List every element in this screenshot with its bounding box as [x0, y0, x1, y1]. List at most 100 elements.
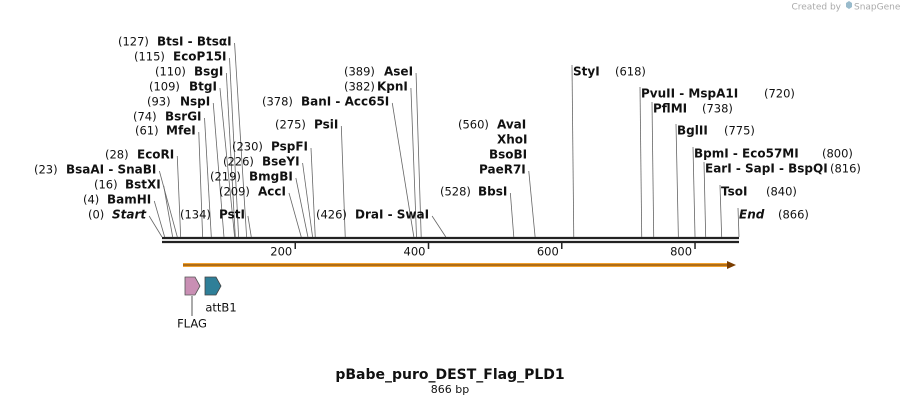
- site-leader: [391, 102, 415, 238]
- site-leader: [225, 72, 236, 238]
- site-position: (866): [778, 208, 809, 222]
- site-leader: [415, 72, 422, 238]
- site-name: BsoBI: [489, 148, 527, 162]
- site-name: EcoP15I: [173, 50, 227, 64]
- site-leader: [310, 147, 316, 238]
- ruler-label: 600: [537, 245, 559, 259]
- site-position: (775): [724, 124, 755, 138]
- site-position: (230): [232, 140, 263, 154]
- site-position: (74): [133, 110, 157, 124]
- site-name: PsiI: [314, 118, 338, 132]
- site-name: PflMI: [653, 102, 687, 116]
- site-position: (528): [440, 185, 471, 199]
- site-position: (738): [702, 102, 733, 116]
- site-leader: [703, 161, 707, 238]
- site-position: (378): [262, 95, 293, 109]
- site-name: BtgI: [189, 80, 217, 94]
- credit-prefix: Created by: [791, 3, 841, 13]
- site-leader: [234, 42, 248, 238]
- site-leader: [639, 86, 643, 238]
- site-leader: [229, 57, 240, 238]
- site-position: (560): [458, 118, 489, 132]
- site-leader: [719, 184, 723, 238]
- site-position: (93): [147, 95, 171, 109]
- site-name: NspI: [180, 95, 210, 109]
- site-position: (115): [134, 50, 165, 64]
- site-leader: [288, 192, 302, 238]
- site-name: XhoI: [497, 133, 528, 147]
- credit-brand: SnapGene: [854, 3, 901, 13]
- site-position: (389): [344, 65, 375, 79]
- site-position: (4): [83, 193, 99, 207]
- site-position: (840): [766, 185, 797, 199]
- site-leader: [571, 64, 575, 238]
- site-name: PstI: [219, 208, 245, 222]
- site-name: BglII: [677, 124, 708, 138]
- site-name: End: [739, 208, 765, 222]
- site-leader: [204, 117, 212, 238]
- feature-attb1: [204, 276, 222, 296]
- site-name: AseI: [384, 65, 413, 79]
- feature-flag: [184, 276, 201, 296]
- site-position: (61): [135, 124, 159, 138]
- site-name: EarI - SapI - BspQI: [705, 162, 828, 176]
- site-name: EcoRI: [137, 148, 174, 162]
- site-leader: [148, 215, 163, 238]
- ruler-label: 800: [670, 245, 692, 259]
- site-name: PvuII - MspA1I: [641, 87, 738, 101]
- site-name: BsrGI: [165, 110, 202, 124]
- site-name: PaeR7I: [479, 163, 526, 177]
- site-leader: [247, 215, 252, 238]
- site-name: Start: [112, 208, 147, 222]
- ruler-label: 400: [404, 245, 426, 259]
- map-title: pBabe_puro_DEST_Flag_PLD1: [335, 367, 564, 383]
- site-position: (800): [822, 147, 853, 161]
- feature-label: attB1: [205, 301, 236, 315]
- map-length: 866 bp: [431, 383, 469, 396]
- site-leader: [153, 200, 166, 238]
- site-leader: [528, 170, 536, 238]
- ruler-label: 200: [270, 245, 292, 259]
- site-name: MfeI: [166, 124, 196, 138]
- feature-label: FLAG: [177, 317, 207, 331]
- logo: [846, 1, 852, 9]
- site-name: BsgI: [194, 65, 223, 79]
- site-position: (382): [344, 80, 375, 94]
- site-name: PspFI: [271, 140, 308, 154]
- site-position: (109): [149, 80, 180, 94]
- site-position: (23): [34, 163, 58, 177]
- site-name: AccI: [258, 185, 286, 199]
- site-position: (219): [210, 170, 241, 184]
- site-position: (816): [830, 162, 861, 176]
- site-position: (720): [764, 87, 795, 101]
- site-name: BstXI: [125, 178, 161, 192]
- site-leader: [219, 87, 236, 238]
- orf-arrowhead: [727, 261, 736, 269]
- site-name: TsoI: [721, 185, 747, 199]
- site-name: DraI - SwaI: [355, 208, 429, 222]
- site-position: (16): [94, 178, 118, 192]
- site-name: BbsI: [478, 185, 507, 199]
- site-leader: [509, 192, 515, 238]
- site-name: KpnI: [377, 80, 408, 94]
- site-name: StyI: [573, 65, 600, 79]
- site-position: (275): [275, 118, 306, 132]
- site-leader: [163, 185, 174, 238]
- site-name: BanI - Acc65I: [301, 95, 389, 109]
- site-position: (0): [88, 208, 104, 222]
- site-leader: [158, 170, 178, 238]
- site-leader: [675, 123, 679, 238]
- site-name: BseYI: [262, 155, 300, 169]
- site-leader: [737, 207, 740, 238]
- site-position: (127): [118, 35, 149, 49]
- site-position: (28): [105, 148, 129, 162]
- site-position: (618): [615, 65, 646, 79]
- site-leader: [198, 131, 204, 238]
- site-leader: [212, 102, 225, 238]
- site-leader: [651, 101, 655, 238]
- site-name: BpmI - Eco57MI: [694, 147, 799, 161]
- site-position: (226): [223, 155, 254, 169]
- site-leader: [302, 162, 313, 238]
- site-position: (134): [180, 208, 211, 222]
